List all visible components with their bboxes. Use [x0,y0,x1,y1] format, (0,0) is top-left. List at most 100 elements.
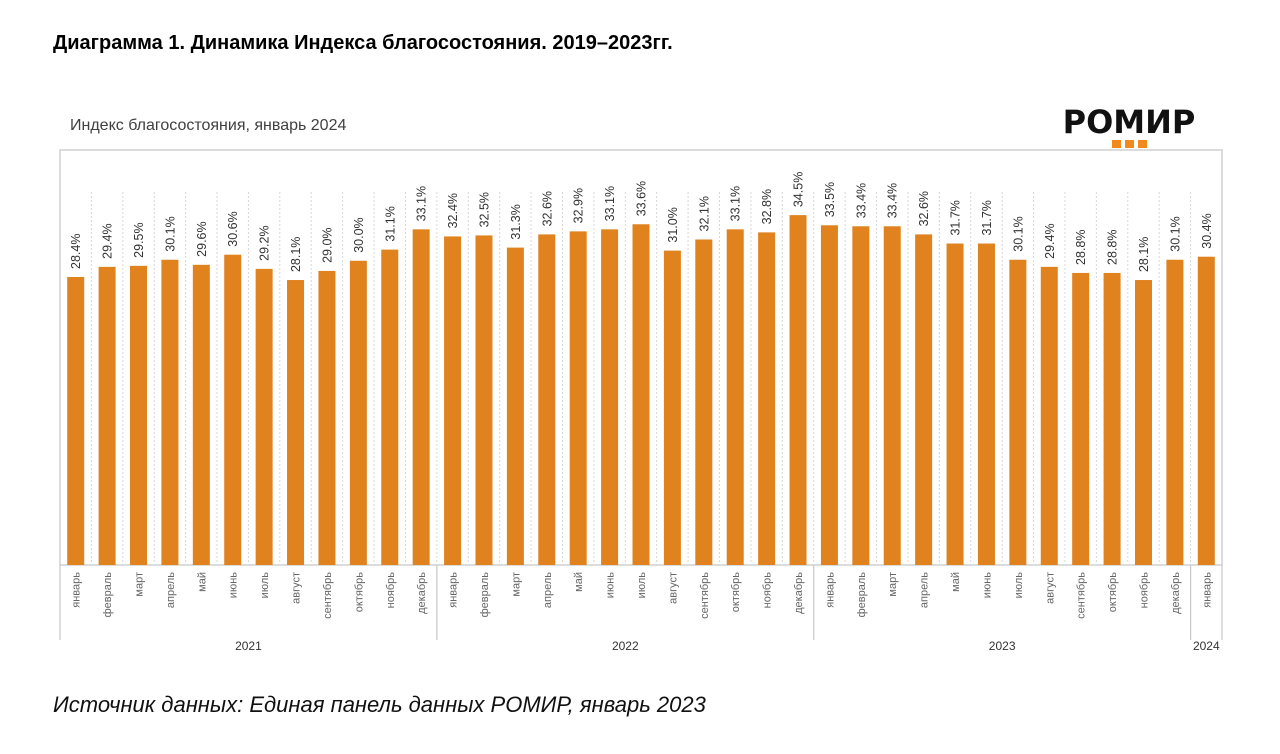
x-tick-label: май [573,572,585,592]
x-tick-label: апрель [542,572,554,608]
x-tick-label: май [950,572,962,592]
bar [192,264,210,565]
bar [632,224,650,565]
bar [475,235,493,565]
bar [569,231,587,565]
x-tick-label: август [291,572,303,604]
bar [506,247,524,565]
x-tick-label: декабрь [416,572,428,614]
bar [1103,272,1121,565]
bar [381,249,399,565]
x-tick-label: сентябрь [699,572,711,619]
x-tick-label: июнь [981,572,993,598]
data-label: 30.1% [1011,216,1025,251]
x-tick-label: июль [259,572,271,599]
x-tick-label: октябрь [730,572,742,612]
data-label: 31.7% [949,200,963,235]
bar [161,259,179,565]
x-tick-label: ноябрь [762,572,774,609]
data-label: 31.7% [980,200,994,235]
logo-dots-icon [1058,140,1200,148]
bar [789,215,807,565]
bar [1040,266,1058,565]
x-tick-label: июль [636,572,648,599]
bar [1072,272,1090,565]
bar [412,229,430,566]
bar [601,229,619,566]
data-label: 33.5% [823,182,837,217]
logo-text: РОМИР [1062,103,1196,141]
bar [946,243,964,565]
data-label: 29.4% [1043,223,1057,258]
x-tick-label: апрель [919,572,931,608]
data-label: 28.8% [1074,229,1088,264]
data-label: 32.9% [572,188,586,223]
bar [1009,259,1027,565]
bar [287,280,305,565]
x-tick-label: январь [71,572,83,608]
x-tick-label: август [667,572,679,604]
bar [977,243,995,565]
data-label: 28.1% [1137,237,1151,272]
bar [758,232,776,565]
bar [1197,256,1215,565]
year-label: 2021 [235,639,262,653]
page-title: Диаграмма 1. Динамика Индекса благососто… [53,32,673,54]
bar [852,226,870,565]
x-tick-label: июнь [228,572,240,598]
data-label: 32.6% [917,191,931,226]
chart-title: Индекс благосостояния, январь 2024 [70,117,347,134]
x-tick-label: июнь [605,572,617,598]
bar [67,277,85,565]
bar [224,254,242,566]
bar [915,234,933,565]
bar [318,270,336,565]
data-label: 29.2% [258,225,272,260]
data-label: 34.5% [792,172,806,207]
bar [349,260,367,565]
data-label: 32.4% [446,193,460,228]
bar [444,236,462,565]
bar [1166,259,1184,565]
x-tick-label: декабрь [1170,572,1182,614]
bar [663,250,681,566]
bar [1134,280,1152,565]
year-label: 2022 [612,639,639,653]
data-label: 29.0% [320,227,334,262]
data-label: 29.6% [195,221,209,256]
data-label: 33.4% [886,183,900,218]
data-label: 28.1% [289,237,303,272]
x-tick-label: январь [448,572,460,608]
source-note: Источник данных: Единая панель данных РО… [53,692,706,717]
data-label: 30.4% [1200,213,1214,248]
data-label: 28.4% [69,234,83,269]
x-tick-label: январь [1201,572,1213,608]
x-tick-label: январь [824,572,836,608]
x-tick-label: июль [1013,572,1025,599]
data-label: 31.1% [383,206,397,241]
bar [98,266,116,565]
x-tick-label: апрель [165,572,177,608]
data-label: 29.4% [101,223,115,258]
data-label: 32.1% [697,196,711,231]
x-tick-label: февраль [102,572,114,618]
data-label: 30.6% [226,211,240,246]
romir-logo: РОМИР [1058,104,1200,148]
x-tick-label: октябрь [1107,572,1119,612]
data-label: 32.8% [760,189,774,224]
year-label: 2024 [1193,639,1220,653]
data-label: 32.5% [477,192,491,227]
year-label: 2023 [989,639,1016,653]
data-label: 30.1% [1168,216,1182,251]
bar [883,226,901,565]
x-tick-label: май [196,572,208,592]
data-label: 33.1% [603,186,617,221]
data-label: 33.1% [729,186,743,221]
x-tick-label: декабрь [793,572,805,614]
data-label: 31.0% [666,207,680,242]
x-tick-label: март [510,572,522,597]
x-tick-label: сентябрь [1076,572,1088,619]
bar [130,265,148,565]
bar [820,225,838,566]
